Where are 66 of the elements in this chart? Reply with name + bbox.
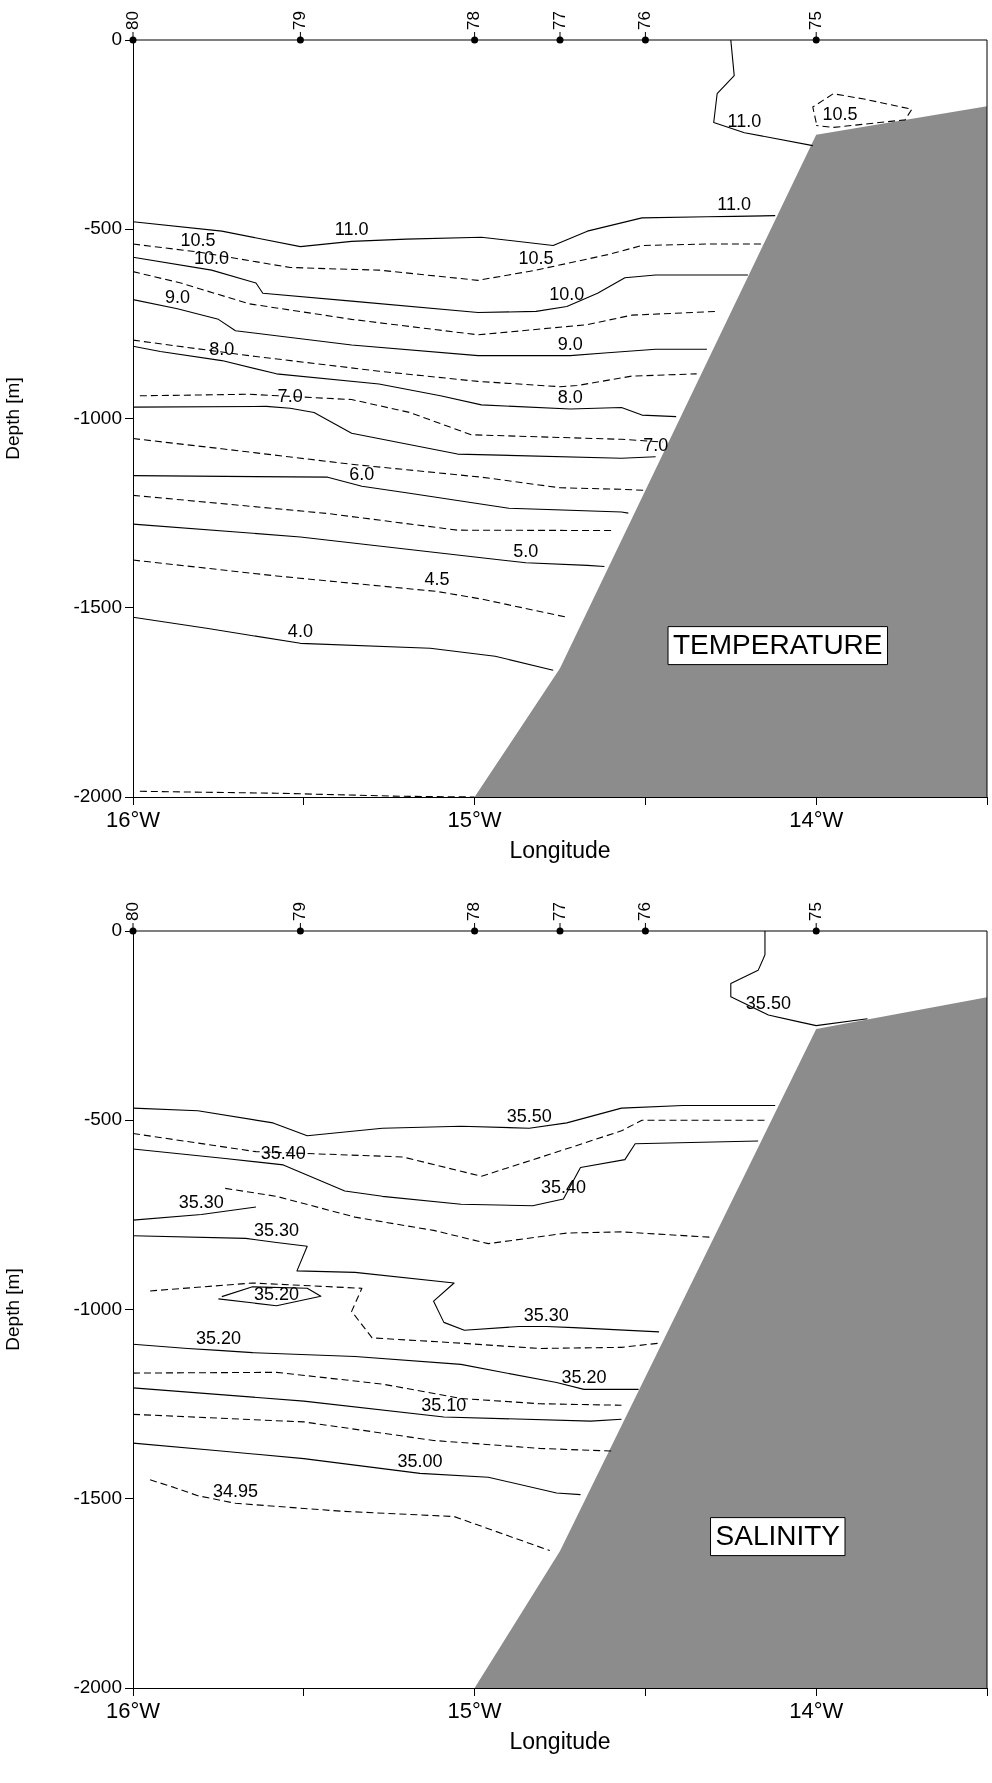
annotation: 80 <box>122 902 142 921</box>
annotation: 35.50 <box>745 993 791 1013</box>
x-axis-title: Longitude <box>509 836 611 863</box>
annotation: 10.0 <box>194 248 230 269</box>
annotation: SALINITY <box>715 1520 841 1552</box>
y-tick-label: -1500 <box>73 1486 122 1508</box>
x-axis-title: Longitude <box>509 1727 611 1754</box>
annotation: 35.50 <box>506 1106 552 1127</box>
annotation: 11.0 <box>334 219 369 240</box>
annotation: 5.0 <box>513 540 539 561</box>
y-axis-title: Depth [m] <box>1 377 23 460</box>
annotation: 10.5 <box>518 248 554 269</box>
y-tick-label: -500 <box>83 1108 122 1130</box>
y-tick-label: -1000 <box>73 406 122 428</box>
annotation: 35.20 <box>195 1328 241 1349</box>
annotation: 9.0 <box>557 333 583 354</box>
x-tick-label: 16°W <box>105 807 161 833</box>
annotation: 80 <box>122 11 142 30</box>
annotation: 35.00 <box>397 1451 443 1472</box>
annotation: 35.20 <box>253 1283 299 1304</box>
annotation: 8.0 <box>557 387 583 408</box>
annotation: 9.0 <box>164 286 190 307</box>
annotation: 11.0 <box>717 194 752 215</box>
x-tick-label: 15°W <box>447 807 502 833</box>
annotation: TEMPERATURE <box>673 629 883 661</box>
x-tick-label: 16°W <box>105 1698 161 1724</box>
y-axis-title: Depth [m] <box>1 1268 23 1351</box>
y-tick-label: -2000 <box>73 785 122 807</box>
y-tick-label: 0 <box>111 919 122 941</box>
annotation: 75 <box>805 902 825 921</box>
y-tick-label: -500 <box>83 217 122 239</box>
y-tick-label: 0 <box>111 28 122 50</box>
annotation: 10.0 <box>549 284 585 305</box>
annotation: 76 <box>635 11 655 30</box>
annotation: 35.30 <box>523 1304 569 1325</box>
annotation: 78 <box>464 11 484 30</box>
annotation: 4.5 <box>424 569 450 590</box>
annotation: 10.5 <box>822 104 858 125</box>
x-tick-label: 14°W <box>789 807 844 833</box>
x-tick-label: 15°W <box>447 1698 502 1724</box>
y-tick-label: -1500 <box>73 595 122 617</box>
annotation: 76 <box>635 902 655 921</box>
annotation: 10.5 <box>180 229 216 250</box>
annotation: 79 <box>290 902 310 921</box>
x-tick-label: 14°W <box>789 1698 844 1724</box>
annotation: 4.0 <box>287 621 313 642</box>
annotation: 35.10 <box>421 1394 467 1415</box>
annotation: 35.30 <box>253 1220 299 1241</box>
annotation: 77 <box>549 11 569 30</box>
y-tick-label: -1000 <box>73 1297 122 1319</box>
annotation: 35.40 <box>260 1142 306 1163</box>
annotation: 7.0 <box>277 386 303 407</box>
annotation: 78 <box>464 902 484 921</box>
line-series <box>812 93 913 128</box>
annotation: 35.30 <box>178 1192 224 1213</box>
line-series <box>149 1479 551 1552</box>
annotation: 34.95 <box>212 1481 258 1502</box>
annotation: 11.0 <box>727 110 762 131</box>
annotation: 35.20 <box>561 1367 607 1388</box>
line-series <box>149 1282 660 1350</box>
annotation: 77 <box>549 902 569 921</box>
y-tick-label: -2000 <box>73 1676 122 1698</box>
annotation: 6.0 <box>349 464 375 485</box>
annotation: 7.0 <box>643 434 669 455</box>
annotation: 79 <box>290 11 310 30</box>
annotation: 75 <box>805 11 825 30</box>
